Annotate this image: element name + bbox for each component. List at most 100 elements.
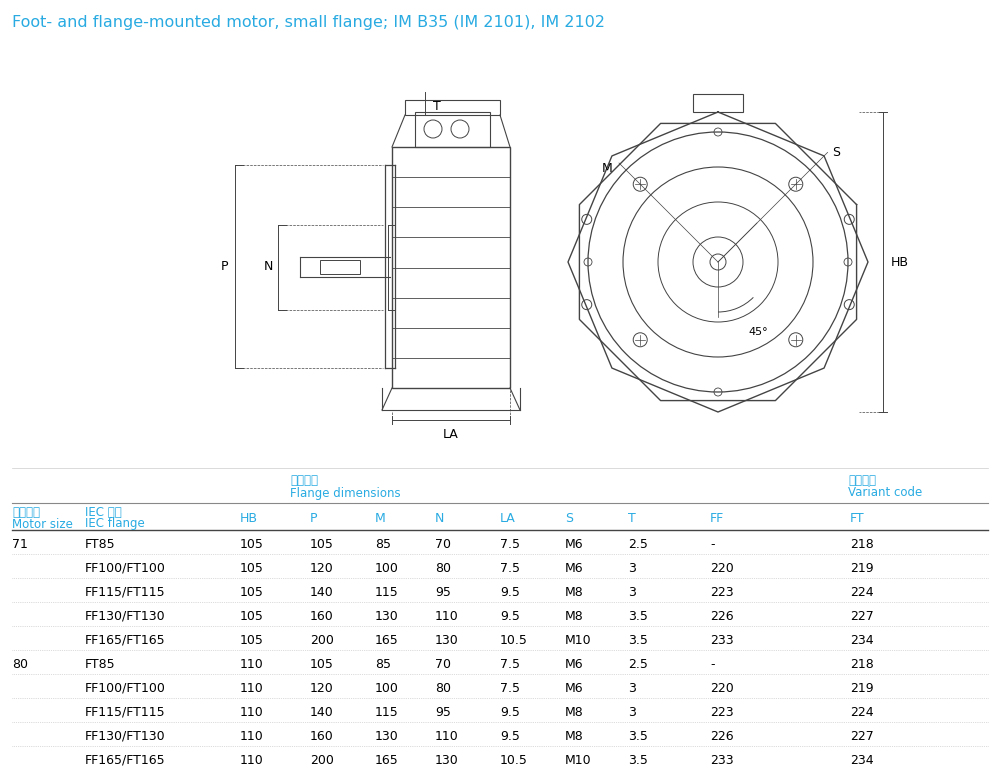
Text: 130: 130 xyxy=(435,634,459,647)
Text: HB: HB xyxy=(240,511,258,524)
Text: 130: 130 xyxy=(375,610,399,623)
Text: M8: M8 xyxy=(565,586,584,599)
Text: 10.5: 10.5 xyxy=(500,754,528,767)
Text: 224: 224 xyxy=(850,706,874,719)
Text: 227: 227 xyxy=(850,730,874,743)
Text: 218: 218 xyxy=(850,658,874,671)
Text: 3.5: 3.5 xyxy=(628,730,648,743)
Text: 95: 95 xyxy=(435,706,451,719)
Text: 100: 100 xyxy=(375,562,399,575)
Text: 218: 218 xyxy=(850,538,874,551)
Text: 110: 110 xyxy=(435,730,459,743)
Text: 100: 100 xyxy=(375,682,399,695)
Text: 45°: 45° xyxy=(748,327,768,337)
Text: 85: 85 xyxy=(375,658,391,671)
Text: 2.5: 2.5 xyxy=(628,538,648,551)
Text: FT: FT xyxy=(850,511,865,524)
Text: FF165/FT165: FF165/FT165 xyxy=(85,634,166,647)
Text: M6: M6 xyxy=(565,658,584,671)
Text: T: T xyxy=(628,511,636,524)
Text: 105: 105 xyxy=(240,562,264,575)
Text: 223: 223 xyxy=(710,706,734,719)
Text: 220: 220 xyxy=(710,682,734,695)
Text: 7.5: 7.5 xyxy=(500,682,520,695)
Text: 变量代编: 变量代编 xyxy=(848,474,876,487)
Text: HB: HB xyxy=(891,255,909,268)
Text: FF165/FT165: FF165/FT165 xyxy=(85,754,166,767)
Text: 105: 105 xyxy=(310,538,334,551)
Text: 234: 234 xyxy=(850,634,874,647)
Text: -: - xyxy=(710,538,714,551)
Text: M: M xyxy=(375,511,386,524)
Text: 130: 130 xyxy=(435,754,459,767)
Text: 200: 200 xyxy=(310,754,334,767)
Text: 3: 3 xyxy=(628,682,636,695)
Text: 226: 226 xyxy=(710,730,734,743)
Text: M8: M8 xyxy=(565,730,584,743)
Text: 234: 234 xyxy=(850,754,874,767)
Text: IEC 法兰: IEC 法兰 xyxy=(85,505,122,518)
Text: FT85: FT85 xyxy=(85,538,116,551)
Text: 71: 71 xyxy=(12,538,28,551)
Text: 3: 3 xyxy=(628,562,636,575)
Text: Motor size: Motor size xyxy=(12,518,73,531)
Text: 70: 70 xyxy=(435,658,451,671)
Text: FF130/FT130: FF130/FT130 xyxy=(85,610,166,623)
Text: FF100/FT100: FF100/FT100 xyxy=(85,562,166,575)
Text: Foot- and flange-mounted motor, small flange; IM B35 (IM 2101), IM 2102: Foot- and flange-mounted motor, small fl… xyxy=(12,15,605,29)
Text: LA: LA xyxy=(443,428,459,441)
Text: M6: M6 xyxy=(565,682,584,695)
Text: S: S xyxy=(565,511,573,524)
Text: FF115/FT115: FF115/FT115 xyxy=(85,706,166,719)
Text: 110: 110 xyxy=(240,658,264,671)
Text: 110: 110 xyxy=(240,754,264,767)
Bar xyxy=(415,112,490,147)
Text: FF115/FT115: FF115/FT115 xyxy=(85,586,166,599)
Text: 227: 227 xyxy=(850,610,874,623)
Text: 10.5: 10.5 xyxy=(500,634,528,647)
Text: 223: 223 xyxy=(710,586,734,599)
Text: 7.5: 7.5 xyxy=(500,562,520,575)
Text: 3: 3 xyxy=(628,586,636,599)
Text: 115: 115 xyxy=(375,586,399,599)
Text: FF100/FT100: FF100/FT100 xyxy=(85,682,166,695)
Text: N: N xyxy=(435,511,444,524)
Text: 电机尺寸: 电机尺寸 xyxy=(12,505,40,518)
Text: 233: 233 xyxy=(710,754,734,767)
Text: 105: 105 xyxy=(240,634,264,647)
Text: 160: 160 xyxy=(310,610,334,623)
Text: 9.5: 9.5 xyxy=(500,586,520,599)
Text: 80: 80 xyxy=(12,658,28,671)
Text: 110: 110 xyxy=(240,730,264,743)
Text: 220: 220 xyxy=(710,562,734,575)
Text: M8: M8 xyxy=(565,610,584,623)
Text: N: N xyxy=(264,261,273,274)
Text: M10: M10 xyxy=(565,634,592,647)
Text: 80: 80 xyxy=(435,562,451,575)
Text: FT85: FT85 xyxy=(85,658,116,671)
Text: FF: FF xyxy=(710,511,724,524)
Text: 224: 224 xyxy=(850,586,874,599)
Text: 105: 105 xyxy=(240,586,264,599)
Text: 105: 105 xyxy=(240,538,264,551)
Text: 165: 165 xyxy=(375,754,399,767)
Text: 105: 105 xyxy=(310,658,334,671)
Text: 226: 226 xyxy=(710,610,734,623)
Text: 95: 95 xyxy=(435,586,451,599)
Text: 110: 110 xyxy=(435,610,459,623)
Text: 120: 120 xyxy=(310,562,334,575)
Text: LA: LA xyxy=(500,511,516,524)
Text: Variant code: Variant code xyxy=(848,487,922,500)
Text: -: - xyxy=(710,658,714,671)
Text: 115: 115 xyxy=(375,706,399,719)
Text: M6: M6 xyxy=(565,562,584,575)
Text: T: T xyxy=(433,101,441,114)
Bar xyxy=(693,94,743,112)
Text: 233: 233 xyxy=(710,634,734,647)
Text: 3.5: 3.5 xyxy=(628,610,648,623)
Text: 70: 70 xyxy=(435,538,451,551)
Text: 165: 165 xyxy=(375,634,399,647)
Text: 219: 219 xyxy=(850,682,874,695)
Text: 120: 120 xyxy=(310,682,334,695)
Text: 法兰尺寸: 法兰尺寸 xyxy=(290,474,318,487)
